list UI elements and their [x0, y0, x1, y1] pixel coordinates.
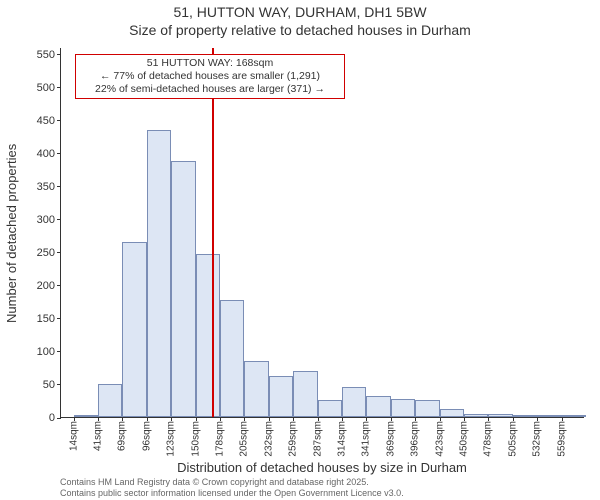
histogram-bar	[391, 399, 415, 418]
x-axis-label: Distribution of detached houses by size …	[60, 460, 584, 475]
annotation-line1: 51 HUTTON WAY: 168sqm	[80, 57, 340, 70]
y-tick-label: 250	[37, 247, 55, 259]
x-tick-label: 287sqm	[312, 421, 323, 457]
histogram-bar	[440, 409, 464, 417]
y-axis-label: Number of detached properties	[4, 48, 20, 418]
y-tick	[57, 219, 61, 220]
x-tick-label: 150sqm	[190, 421, 201, 457]
histogram-bar	[366, 396, 390, 417]
chart-title-line2: Size of property relative to detached ho…	[0, 22, 600, 38]
y-tick	[57, 54, 61, 55]
histogram-bar	[562, 415, 586, 417]
x-tick-label: 478sqm	[483, 421, 494, 457]
histogram-bar	[488, 414, 512, 417]
y-tick	[57, 384, 61, 385]
y-tick	[57, 285, 61, 286]
histogram-bar	[244, 361, 268, 417]
histogram-bar	[74, 415, 98, 417]
reference-line	[212, 48, 214, 417]
y-tick-label: 550	[37, 49, 55, 61]
y-tick-label: 400	[37, 148, 55, 160]
x-tick-label: 505sqm	[507, 421, 518, 457]
y-tick-label: 0	[49, 412, 55, 424]
x-tick-label: 450sqm	[458, 421, 469, 457]
footnote-line1: Contains HM Land Registry data © Crown c…	[60, 477, 584, 487]
y-tick	[57, 153, 61, 154]
annotation-line2: ← 77% of detached houses are smaller (1,…	[80, 70, 340, 83]
histogram-bar	[269, 376, 293, 417]
y-tick-label: 100	[37, 346, 55, 358]
histogram-bar	[122, 242, 146, 417]
histogram-bar	[513, 415, 537, 417]
x-tick-label: 341sqm	[361, 421, 372, 457]
x-tick-label: 369sqm	[385, 421, 396, 457]
chart-container: 51, HUTTON WAY, DURHAM, DH1 5BW Size of …	[0, 0, 600, 500]
chart-title-line1: 51, HUTTON WAY, DURHAM, DH1 5BW	[0, 4, 600, 20]
y-tick-label: 350	[37, 181, 55, 193]
x-tick-label: 205sqm	[239, 421, 250, 457]
y-tick-label: 450	[37, 115, 55, 127]
plot-area: 05010015020025030035040045050055014sqm41…	[60, 48, 584, 418]
x-tick-label: 559sqm	[556, 421, 567, 457]
histogram-bar	[342, 387, 366, 417]
histogram-bar	[220, 300, 244, 417]
y-tick	[57, 252, 61, 253]
x-tick-label: 178sqm	[215, 421, 226, 457]
y-tick	[57, 418, 61, 419]
x-tick-label: 423sqm	[434, 421, 445, 457]
x-tick-label: 69sqm	[117, 421, 128, 451]
x-tick-label: 314sqm	[336, 421, 347, 457]
x-tick-label: 259sqm	[288, 421, 299, 457]
x-tick-label: 96sqm	[141, 421, 152, 451]
y-tick	[57, 120, 61, 121]
histogram-bar	[293, 371, 317, 417]
y-tick-label: 200	[37, 280, 55, 292]
y-tick-label: 300	[37, 214, 55, 226]
y-tick-label: 150	[37, 313, 55, 325]
x-tick-label: 396sqm	[410, 421, 421, 457]
histogram-bar	[98, 384, 122, 417]
histogram-bar	[147, 130, 171, 417]
histogram-bar	[415, 400, 439, 417]
annotation-line3: 22% of semi-detached houses are larger (…	[80, 83, 340, 96]
histogram-bar	[537, 415, 561, 417]
x-tick-label: 532sqm	[532, 421, 543, 457]
annotation-box: 51 HUTTON WAY: 168sqm← 77% of detached h…	[75, 54, 345, 99]
histogram-bar	[196, 254, 220, 417]
x-tick-label: 123sqm	[166, 421, 177, 457]
y-tick-label: 500	[37, 82, 55, 94]
x-tick-label: 14sqm	[68, 421, 79, 451]
histogram-bar	[318, 400, 342, 417]
y-tick	[57, 318, 61, 319]
footnote-line2: Contains public sector information licen…	[60, 488, 584, 498]
x-tick-label: 41sqm	[93, 421, 104, 451]
y-tick-label: 50	[43, 379, 55, 391]
y-tick	[57, 351, 61, 352]
histogram-bar	[464, 414, 488, 417]
y-tick	[57, 186, 61, 187]
chart-footnote: Contains HM Land Registry data © Crown c…	[60, 477, 584, 498]
y-tick	[57, 87, 61, 88]
x-tick-label: 232sqm	[263, 421, 274, 457]
histogram-bar	[171, 161, 195, 417]
